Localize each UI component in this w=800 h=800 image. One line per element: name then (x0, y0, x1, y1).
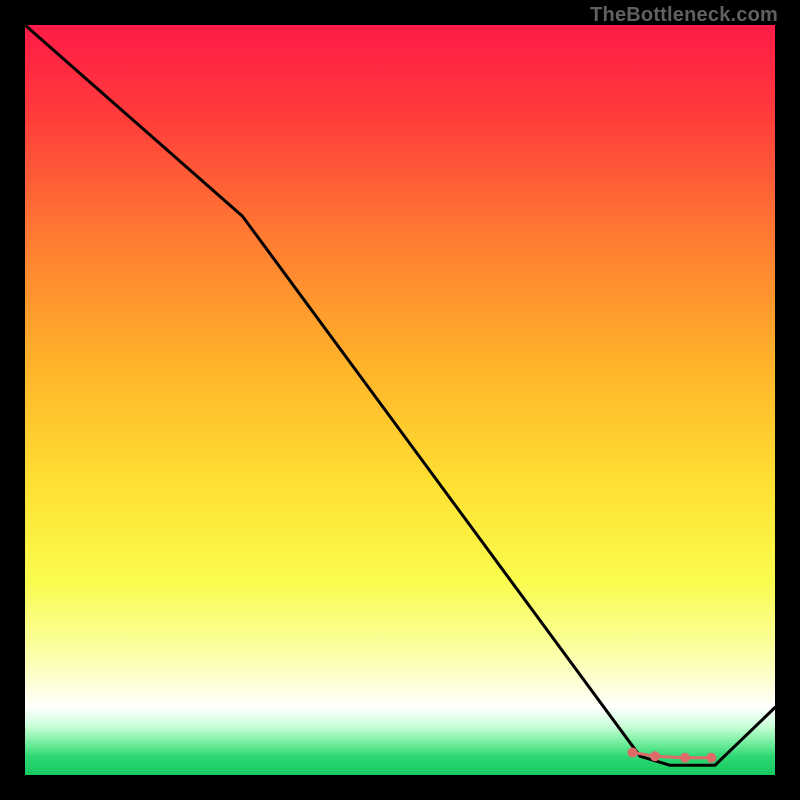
marker-dot (650, 751, 660, 761)
chart-frame: TheBottleneck.com (0, 0, 800, 800)
marker-dot (706, 753, 716, 763)
marker-dot (680, 753, 690, 763)
plot-area (25, 25, 775, 775)
marker-dot (628, 748, 638, 758)
gradient-background (25, 25, 775, 775)
chart-svg (25, 25, 775, 775)
watermark-text: TheBottleneck.com (590, 4, 778, 27)
